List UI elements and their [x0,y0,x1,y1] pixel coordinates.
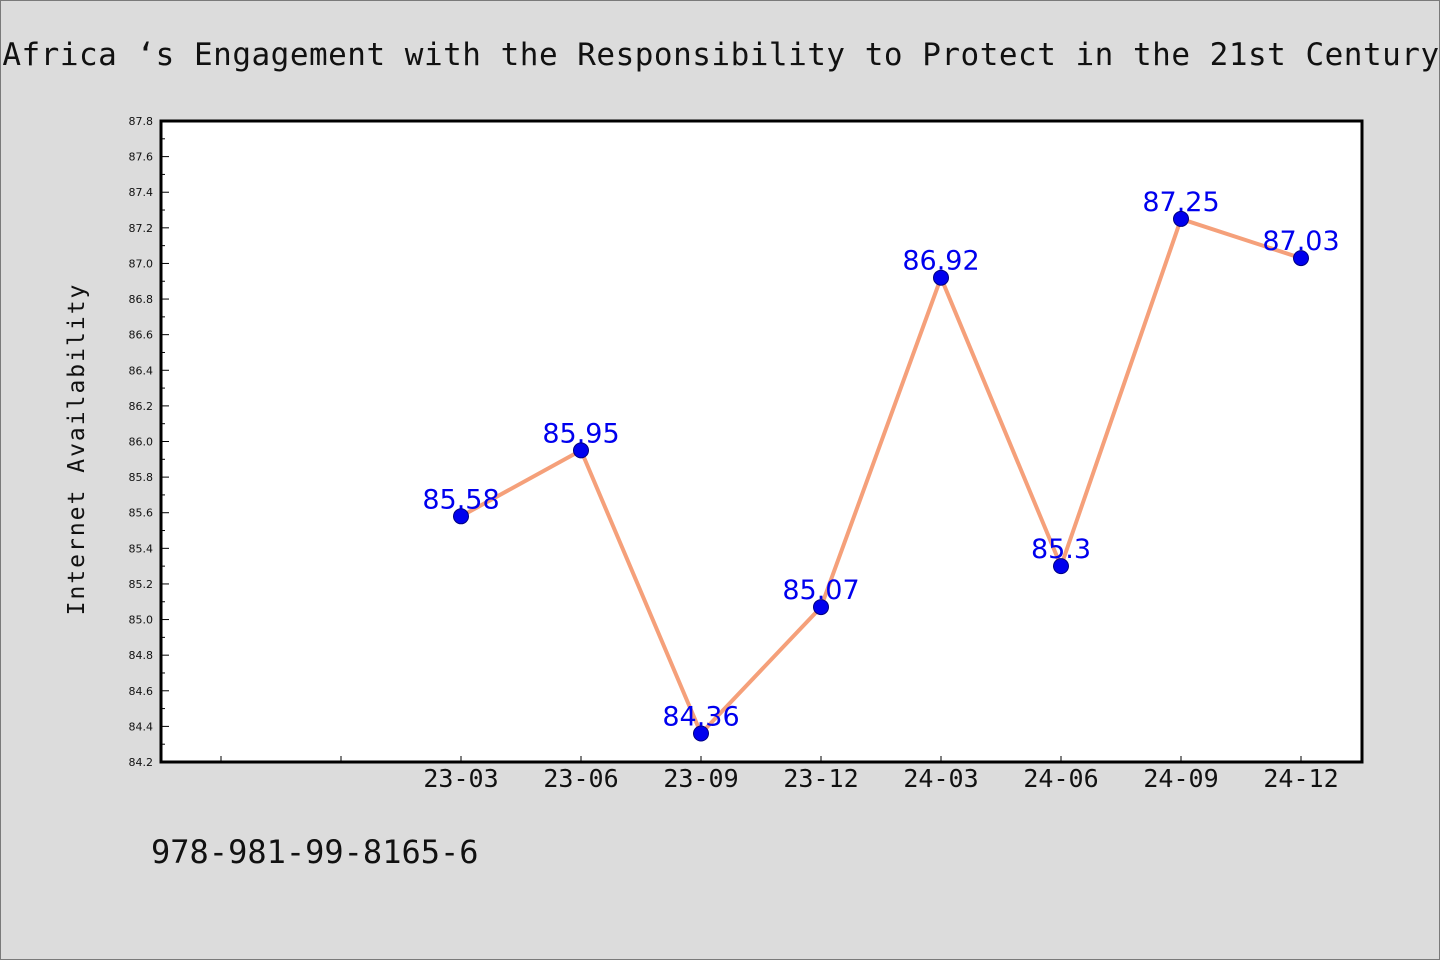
data-label: 85.58 [422,484,499,515]
y-tick-label: 86.8 [129,293,154,306]
y-tick-label: 87.6 [129,151,154,164]
y-tick-label: 87.8 [129,115,154,128]
y-tick-label: 86.0 [129,436,154,449]
data-label: 87.03 [1262,226,1339,257]
data-label: 85.95 [542,418,619,449]
chart-title: Africa ‘s Engagement with the Responsibi… [2,37,1440,73]
x-tick-label: 24-09 [1143,764,1218,793]
y-tick-label: 85.8 [129,471,154,484]
x-tick-label: 23-09 [663,764,738,793]
data-label: 84.36 [662,702,739,733]
y-tick-label: 87.0 [129,257,154,270]
y-tick-label: 87.2 [129,222,154,235]
data-label: 86.92 [902,246,979,277]
data-label: 85.07 [782,575,859,606]
y-tick-label: 85.0 [129,614,154,627]
plot-area [159,119,1364,764]
y-tick-label: 85.2 [129,578,154,591]
data-point [933,269,949,286]
x-tick-label: 24-03 [903,764,978,793]
series-group: 85.58 85.95 84.36 85.07 86.92 85.3 87.25 87.03 [422,187,1340,742]
x-tick-label: 23-06 [543,764,618,793]
y-tick-label: 86.6 [129,329,154,342]
footer-isbn: 978-981-99-8165-6 [151,833,479,871]
x-tick-label: 23-03 [423,764,498,793]
y-tick-label: 84.2 [129,756,154,769]
y-tick-label: 84.8 [129,649,154,662]
x-tick-label: 24-06 [1023,764,1098,793]
data-point [693,725,709,742]
data-point [1173,210,1189,227]
x-tick-label: 23-12 [783,764,858,793]
data-point [1053,558,1069,575]
data-point [1293,250,1309,267]
data-point [453,508,469,525]
series-line [460,216,1302,736]
data-point [573,442,589,459]
y-tick-label: 85.6 [129,507,154,520]
y-tick-label: 84.4 [129,720,154,733]
y-tick-label: 86.2 [129,400,154,413]
data-label: 85.3 [1031,534,1091,565]
data-label: 87.25 [1142,187,1219,218]
x-axis-ticks: 23-03 23-06 23-09 23-12 24-03 24-06 24-09 24-12 [220,756,1339,793]
y-tick-label: 84.6 [129,685,154,698]
y-tick-label: 85.4 [129,542,154,555]
y-axis-ticks: 84.2 84.4 84.6 84.8 85.0 85.2 85.4 85.6 85.8 86.0… [129,115,169,769]
data-point [813,599,829,616]
x-tick-label: 24-12 [1263,764,1338,793]
y-tick-label: 86.4 [129,364,154,377]
y-tick-label: 87.4 [129,186,154,199]
